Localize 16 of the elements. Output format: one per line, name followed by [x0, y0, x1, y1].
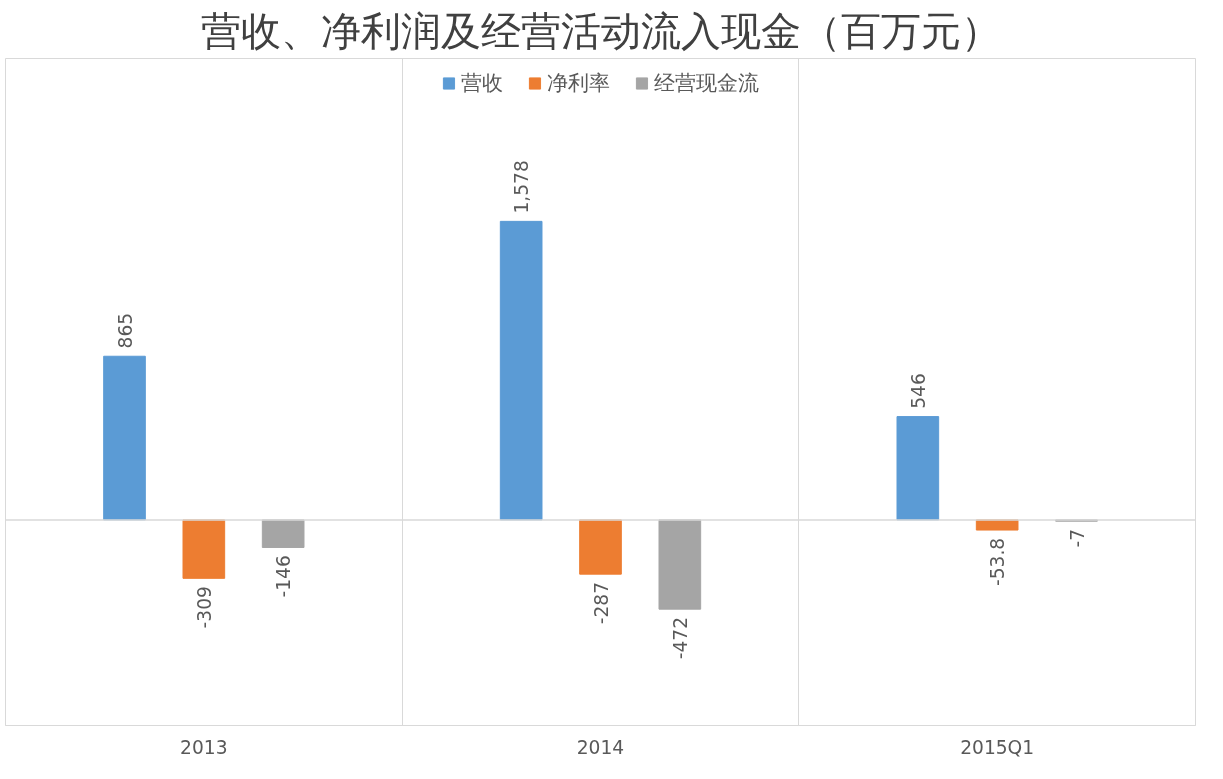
legend-label: 净利率	[546, 69, 610, 97]
data-label: -309	[193, 586, 215, 629]
data-label: 1,578	[511, 160, 533, 214]
data-label: -472	[669, 616, 691, 660]
x-tick-label: 2015Q1	[960, 736, 1035, 758]
x-tick-label: 2013	[180, 736, 228, 758]
data-label: -287	[590, 581, 612, 625]
x-tick-label: 2014	[576, 736, 625, 758]
legend-label: 营收	[460, 69, 503, 97]
data-label: 546	[907, 373, 929, 409]
legend-label: 经营现金流	[653, 69, 759, 97]
data-label: -53.8	[987, 537, 1009, 587]
data-label: -7	[1066, 528, 1088, 548]
data-label: 865	[114, 312, 136, 349]
data-label: -146	[273, 555, 295, 598]
chart-title: 营收、净利润及经营活动流入现金（百万元）	[200, 7, 1001, 54]
